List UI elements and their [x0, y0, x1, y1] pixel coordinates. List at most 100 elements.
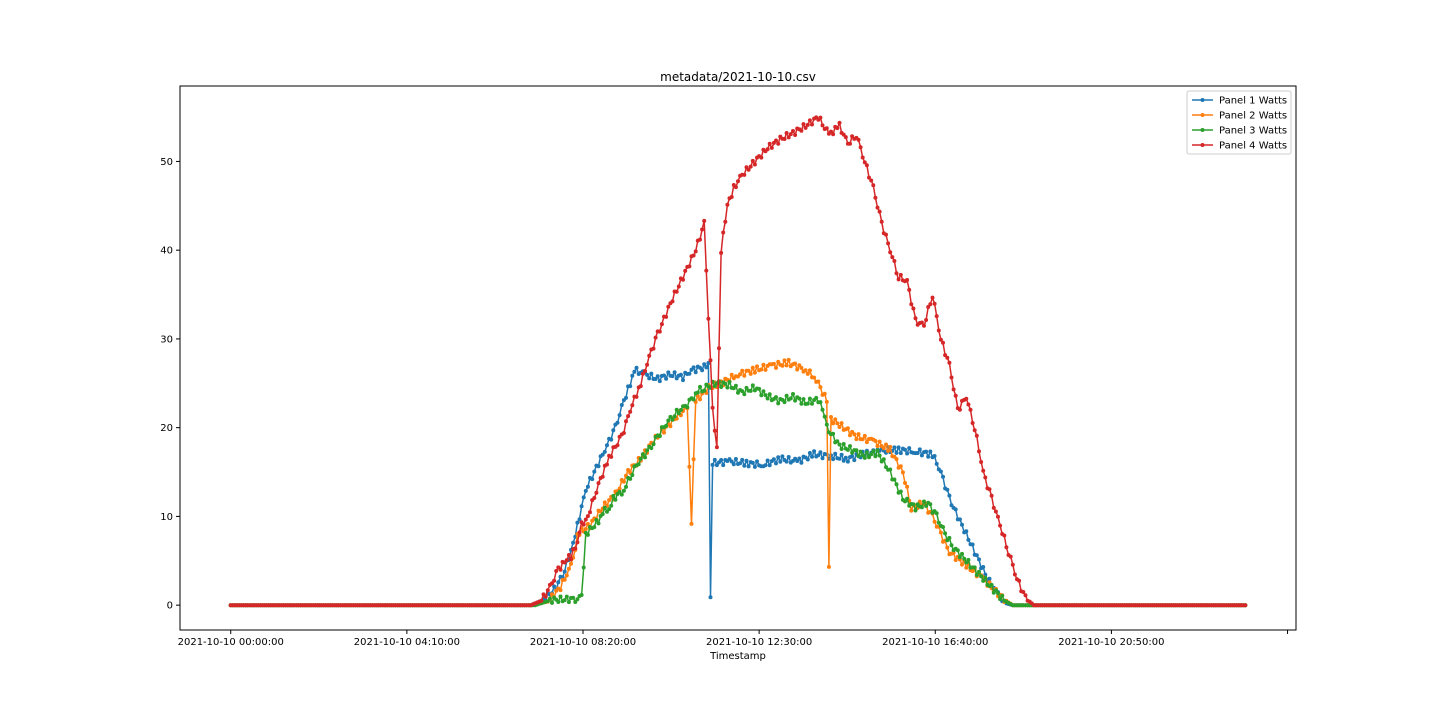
data-point: [731, 462, 736, 467]
data-point: [867, 455, 871, 460]
data-point: [805, 122, 810, 127]
data-point: [795, 367, 800, 372]
data-point: [752, 162, 757, 167]
data-point: [797, 396, 802, 401]
data-point: [871, 449, 876, 454]
data-point: [562, 577, 567, 582]
data-point: [831, 431, 836, 436]
data-point: [877, 439, 882, 444]
data-point: [805, 457, 810, 462]
data-point: [632, 369, 637, 374]
data-point: [723, 219, 728, 224]
data-point: [850, 134, 855, 139]
data-point: [740, 457, 745, 462]
data-point: [869, 178, 874, 183]
data-point: [877, 453, 882, 458]
data-point: [738, 461, 743, 466]
data-point: [833, 417, 838, 422]
data-point: [854, 437, 859, 442]
data-point: [681, 277, 685, 282]
data-point: [755, 459, 759, 464]
data-point: [820, 407, 825, 412]
data-point: [706, 316, 711, 321]
data-point: [771, 361, 776, 366]
data-point: [602, 500, 607, 505]
data-point: [729, 372, 734, 377]
data-point: [590, 477, 595, 482]
data-point: [744, 385, 749, 390]
data-point: [801, 122, 806, 127]
data-point: [628, 409, 633, 414]
data-point: [617, 413, 622, 418]
data-point: [932, 454, 937, 458]
data-point: [909, 508, 914, 513]
data-point: [647, 376, 652, 381]
data-point: [674, 289, 679, 294]
data-point: [643, 369, 647, 373]
data-point: [964, 529, 969, 534]
data-point: [592, 525, 597, 530]
data-point: [619, 492, 624, 497]
data-point: [592, 496, 597, 500]
data-point: [862, 455, 867, 460]
series-markers: [228, 115, 1248, 608]
data-point: [947, 360, 952, 365]
data-point: [649, 371, 654, 376]
data-point: [845, 447, 850, 452]
data-point: [664, 423, 669, 428]
data-point: [581, 522, 586, 527]
data-point: [710, 462, 715, 467]
plot-area: [179, 85, 1297, 631]
data-point: [782, 358, 787, 363]
data-point: [977, 557, 981, 562]
data-point: [676, 411, 681, 416]
data-point: [653, 377, 658, 381]
data-point: [814, 395, 819, 400]
legend-label: Panel 1 Watts: [1219, 96, 1287, 107]
data-point: [780, 454, 785, 459]
data-point: [835, 126, 840, 131]
data-point: [852, 432, 857, 437]
data-point: [786, 455, 791, 459]
data-point: [765, 458, 770, 463]
data-point: [936, 520, 941, 525]
legend-box: [1186, 90, 1292, 155]
data-point: [966, 402, 971, 407]
data-point: [962, 556, 967, 561]
data-point: [837, 425, 842, 429]
data-point: [799, 128, 804, 133]
data-point: [805, 401, 810, 406]
data-point: [824, 126, 829, 131]
data-point: [845, 426, 850, 431]
data-point: [818, 450, 823, 455]
data-point: [926, 305, 931, 309]
data-point: [662, 373, 666, 378]
data-point: [822, 414, 827, 419]
data-point: [700, 227, 705, 232]
y-tick-label: 20: [160, 423, 173, 434]
data-point: [577, 517, 582, 522]
data-point: [1010, 562, 1015, 567]
data-point: [657, 329, 662, 334]
data-point: [670, 417, 675, 422]
data-point: [810, 401, 814, 406]
data-point: [611, 428, 616, 433]
data-point: [928, 302, 933, 307]
data-point: [698, 397, 702, 402]
data-point: [662, 430, 666, 435]
data-point: [791, 392, 795, 396]
data-point: [1023, 593, 1028, 598]
data-point: [919, 453, 924, 458]
data-point: [778, 459, 783, 464]
data-point: [843, 455, 848, 460]
data-point: [784, 459, 789, 464]
data-point: [630, 473, 635, 478]
data-point: [621, 488, 626, 493]
data-point: [852, 458, 857, 463]
data-point: [875, 205, 880, 210]
data-point: [941, 474, 945, 479]
data-point: [905, 496, 910, 501]
data-point: [573, 546, 578, 551]
data-point: [894, 457, 899, 461]
